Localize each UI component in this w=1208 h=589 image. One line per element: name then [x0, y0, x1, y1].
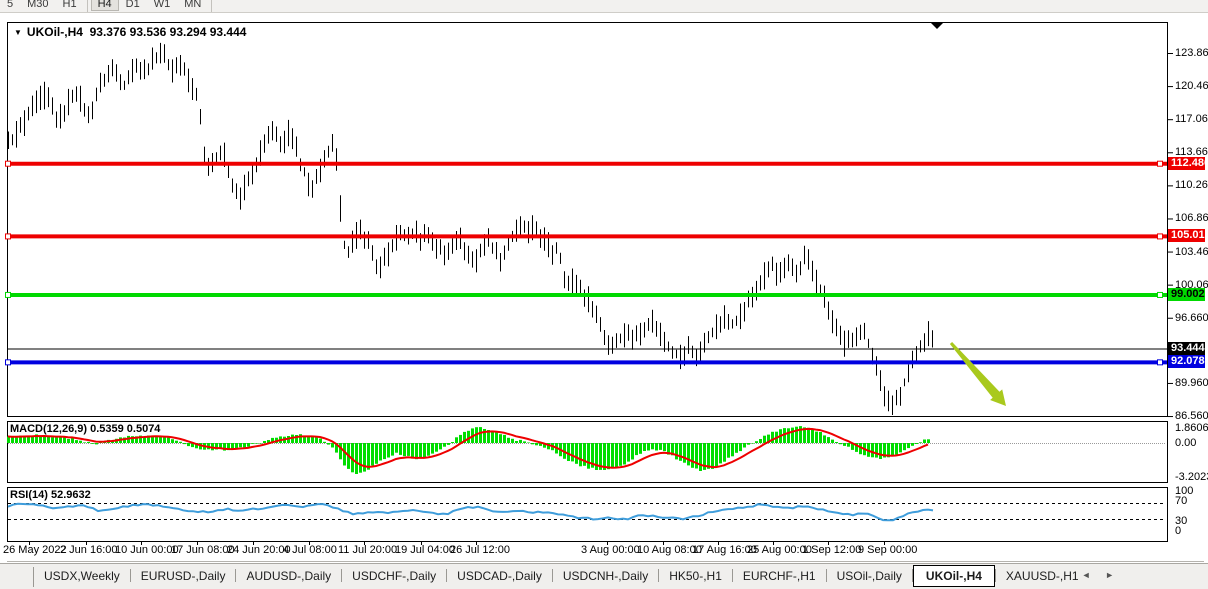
timeframe-button-m30[interactable]: M30 [27, 0, 49, 10]
tab-bar-divider [33, 567, 34, 587]
chart-tab-hk50-[interactable]: HK50-,H1 [669, 569, 722, 583]
rsi-axis-label: 70 [1175, 495, 1188, 507]
time-axis-label: 26 Jul 12:00 [450, 544, 510, 556]
tab-separator [658, 569, 660, 582]
price-axis-label: 123.860 [1175, 47, 1208, 59]
time-axis-label: 10 Jun 00:00 [115, 544, 179, 556]
price-level-tag: 112.486 [1168, 156, 1208, 170]
timeframe-button-d1[interactable]: D1 [125, 0, 140, 10]
chart-tab-audusd-[interactable]: AUDUSD-,Daily [246, 569, 332, 583]
price-axis-label: 106.860 [1175, 212, 1208, 225]
tab-separator [446, 569, 448, 582]
time-axis-label: 9 Sep 00:00 [858, 544, 918, 556]
time-axis-label: 17 Aug 16:00 [692, 544, 757, 556]
tab-separator [994, 569, 996, 582]
time-axis-label: 26 May 2022 [3, 544, 67, 556]
level-handle-left[interactable] [5, 359, 11, 366]
tab-separator [551, 569, 553, 582]
chart-tab-eurchf-[interactable]: EURCHF-,H1 [742, 569, 816, 583]
macd-axis-label: -3.2023 [1175, 471, 1208, 483]
chart-tab-usdcnh-[interactable]: USDCNH-,Daily [562, 569, 649, 583]
time-axis-label: 17 Jun 08:00 [171, 544, 235, 556]
price-axis-label: 96.660 [1175, 311, 1208, 324]
chart-tab-usdx[interactable]: USDX,Weekly [44, 569, 120, 583]
chart-tab-usoil-[interactable]: USOil-,Daily [836, 569, 902, 583]
chart-tab-eurusd-[interactable]: EURUSD-,Daily [140, 569, 226, 583]
tab-separator [911, 569, 913, 582]
price-axis-label: 86.560 [1175, 410, 1208, 423]
price-axis-label: 117.060 [1175, 113, 1208, 126]
time-axis-label: 4 Jul 08:00 [283, 544, 337, 556]
chart-tab-bar: USDX,Weekly EURUSD-,Daily AUDUSD-,Daily USD… [0, 563, 1208, 589]
chevron-down-icon[interactable]: ▼ [14, 28, 22, 37]
rsi-axis-label: 100 [1175, 485, 1194, 497]
time-axis-label: 10 Aug 08:00 [637, 544, 702, 556]
chart-tab-usdchf-[interactable]: USDCHF-,Daily [352, 569, 437, 583]
price-axis-label: 89.960 [1175, 376, 1208, 389]
trend-arrow[interactable] [949, 342, 1006, 406]
time-axis-label: 25 Aug 00:00 [747, 544, 812, 556]
macd-axis-label: 0.00 [1175, 437, 1197, 449]
chart-tab-ukoil-[interactable]: UKOil-,H4 [912, 565, 995, 587]
tab-separator [129, 569, 131, 582]
chart-tab-xauusd-[interactable]: XAUUSD-,H1 [1005, 569, 1079, 583]
time-axis-label: 11 Jul 20:00 [338, 544, 398, 556]
rsi-line [7, 502, 934, 522]
price-level-tag: 105.015 [1168, 229, 1208, 243]
timeframe-toolbar: 5 M30 H1 H4 D1 W1 MN [0, 0, 1208, 13]
time-axis-label: 24 Jun 20:00 [227, 544, 291, 556]
level-handle-left[interactable] [5, 233, 11, 240]
tab-scroll-arrows[interactable]: ◄ ► [1081, 570, 1120, 580]
time-axis-label: 3 Aug 00:00 [581, 544, 640, 556]
ohlc-values: 93.376 93.536 93.294 93.444 [89, 25, 247, 39]
macd-pane [7, 421, 1168, 483]
timeframe-button-h1[interactable]: H1 [62, 0, 77, 10]
rsi-indicator-label: RSI(14) 52.9632 [10, 489, 91, 501]
tab-separator [825, 569, 827, 582]
time-axis-label: 2 Jun 16:00 [60, 544, 118, 556]
level-handle-right[interactable] [1157, 291, 1163, 298]
price-axis-label: 100.060 [1175, 278, 1208, 291]
tab-separator [235, 569, 237, 582]
price-axis-label: 110.260 [1175, 179, 1208, 192]
macd-histogram [7, 426, 930, 474]
price-axis-label: 113.660 [1175, 146, 1208, 159]
toolbar-separator [86, 0, 88, 12]
price-axis-label: 103.460 [1175, 245, 1208, 258]
price-level-tag: 99.002 [1168, 287, 1205, 301]
macd-indicator-label: MACD(12,26,9) 0.5359 0.5074 [10, 423, 161, 435]
tab-separator [731, 569, 733, 582]
time-axis-label: 19 Jul 04:00 [395, 544, 455, 556]
symbol-label: UKOil-,H4 [26, 25, 83, 39]
price-level-tag: 93.444 [1168, 342, 1205, 356]
chart-tab-usdcad-[interactable]: USDCAD-,Daily [457, 569, 542, 583]
chart-title-bar: ▼ UKOil-,H4 93.376 93.536 93.294 93.444 [14, 25, 246, 39]
time-axis-label: 1 Sep 12:00 [802, 544, 862, 556]
toolbar-separator [211, 0, 213, 12]
tab-strip: USDX,Weekly EURUSD-,Daily AUDUSD-,Daily USD… [34, 564, 1089, 589]
level-handle-left[interactable] [5, 291, 11, 298]
price-level-tag: 92.078 [1168, 355, 1205, 369]
bar-position-marker [931, 23, 943, 29]
level-handle-right[interactable] [1157, 359, 1163, 366]
tab-separator [341, 569, 343, 582]
rsi-axis-label: 30 [1175, 515, 1188, 527]
level-handle-right[interactable] [1157, 233, 1163, 240]
rsi-pane [7, 487, 1168, 542]
macd-axis-label: 1.8606 [1175, 422, 1208, 434]
level-handle-right[interactable] [1157, 160, 1163, 167]
rsi-axis-label: 0 [1175, 525, 1182, 537]
timeframe-button-mn[interactable]: MN [184, 0, 202, 10]
timeframe-button-5[interactable]: 5 [7, 0, 14, 10]
main-chart-pane [7, 22, 1168, 417]
price-bars [8, 42, 933, 415]
price-axis-label: 120.460 [1175, 80, 1208, 93]
timeframe-button-h4[interactable]: H4 [90, 0, 119, 11]
macd-signal-line [7, 427, 929, 469]
timeframe-button-w1[interactable]: W1 [153, 0, 171, 10]
level-handle-left[interactable] [5, 160, 11, 167]
